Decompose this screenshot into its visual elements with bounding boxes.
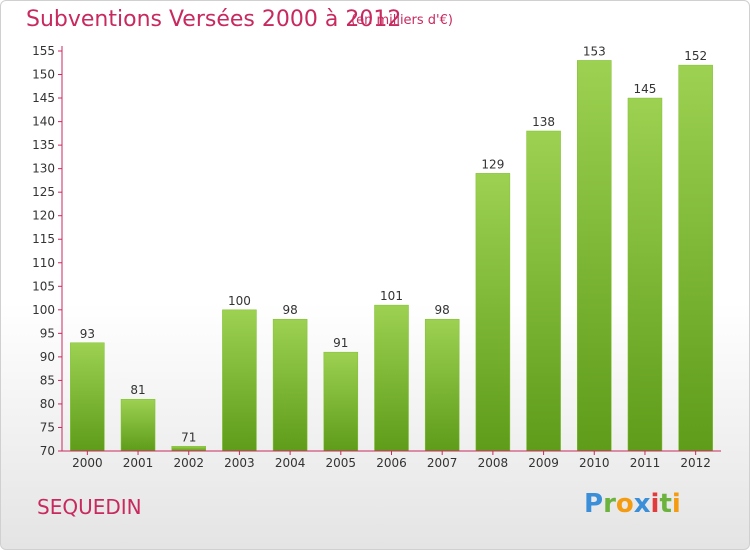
y-tick-label: 155 bbox=[32, 44, 55, 58]
y-tick-label: 95 bbox=[40, 326, 55, 340]
y-tick-label: 85 bbox=[40, 373, 55, 387]
data-label: 98 bbox=[435, 303, 450, 317]
x-tick-label: 2002 bbox=[173, 456, 204, 470]
x-tick-label: 2001 bbox=[123, 456, 154, 470]
bar bbox=[627, 97, 663, 452]
data-label: 153 bbox=[583, 44, 606, 58]
bar bbox=[70, 342, 105, 452]
data-label: 129 bbox=[481, 157, 504, 171]
data-label: 81 bbox=[130, 383, 145, 397]
x-tick-label: 2009 bbox=[528, 456, 559, 470]
y-tick-label: 115 bbox=[32, 232, 55, 246]
y-tick-label: 135 bbox=[32, 138, 55, 152]
x-tick-label: 2012 bbox=[680, 456, 711, 470]
bar bbox=[424, 318, 460, 452]
y-tick-label: 150 bbox=[32, 68, 55, 82]
logo-letter: i bbox=[671, 489, 681, 519]
y-tick-label: 100 bbox=[32, 303, 55, 317]
y-tick-label: 105 bbox=[32, 279, 55, 293]
x-tick-label: 2006 bbox=[376, 456, 407, 470]
chart-title: Subventions Versées 2000 à 2012 bbox=[26, 7, 402, 32]
y-tick-label: 120 bbox=[32, 209, 55, 223]
y-tick-label: 80 bbox=[40, 397, 55, 411]
x-tick-label: 2004 bbox=[275, 456, 306, 470]
city-name: SEQUEDIN bbox=[37, 495, 142, 519]
y-tick-label: 140 bbox=[32, 115, 55, 129]
logo-letter: o bbox=[615, 489, 634, 519]
y-tick-label: 130 bbox=[32, 162, 55, 176]
data-label: 145 bbox=[634, 82, 657, 96]
y-tick-label: 110 bbox=[32, 256, 55, 270]
bar bbox=[272, 318, 308, 452]
x-tick-label: 2011 bbox=[630, 456, 661, 470]
data-label: 93 bbox=[80, 327, 95, 341]
data-label: 98 bbox=[282, 303, 297, 317]
logo-letter: x bbox=[633, 489, 651, 519]
data-label: 100 bbox=[228, 294, 251, 308]
logo-letter: r bbox=[603, 489, 616, 519]
x-tick-label: 2010 bbox=[579, 456, 610, 470]
bar bbox=[222, 309, 257, 452]
bar bbox=[577, 60, 612, 452]
y-tick-label: 90 bbox=[40, 350, 55, 364]
y-tick-label: 125 bbox=[32, 185, 55, 199]
data-label: 91 bbox=[333, 336, 348, 350]
bar bbox=[374, 304, 409, 452]
bar bbox=[475, 173, 511, 452]
x-tick-label: 2005 bbox=[326, 456, 357, 470]
y-tick-label: 145 bbox=[32, 91, 55, 105]
proxiti-logo: Proxiti bbox=[584, 489, 681, 519]
x-tick-label: 2007 bbox=[427, 456, 458, 470]
logo-letter: P bbox=[584, 489, 604, 519]
bar bbox=[323, 351, 359, 452]
logo-letter: i bbox=[650, 489, 660, 519]
x-tick-label: 2000 bbox=[72, 456, 103, 470]
bar bbox=[678, 64, 713, 452]
data-label: 152 bbox=[684, 49, 707, 63]
bar bbox=[171, 446, 206, 452]
x-tick-label: 2008 bbox=[478, 456, 509, 470]
y-tick-label: 70 bbox=[40, 444, 55, 458]
logo-letter: t bbox=[659, 489, 672, 519]
data-label: 138 bbox=[532, 115, 555, 129]
bar bbox=[120, 398, 156, 452]
y-tick-label: 75 bbox=[40, 420, 55, 434]
chart-subtitle: (en milliers d'€) bbox=[351, 13, 453, 28]
data-label: 71 bbox=[181, 430, 196, 444]
data-label: 101 bbox=[380, 289, 403, 303]
x-tick-label: 2003 bbox=[224, 456, 255, 470]
bar bbox=[526, 130, 561, 452]
